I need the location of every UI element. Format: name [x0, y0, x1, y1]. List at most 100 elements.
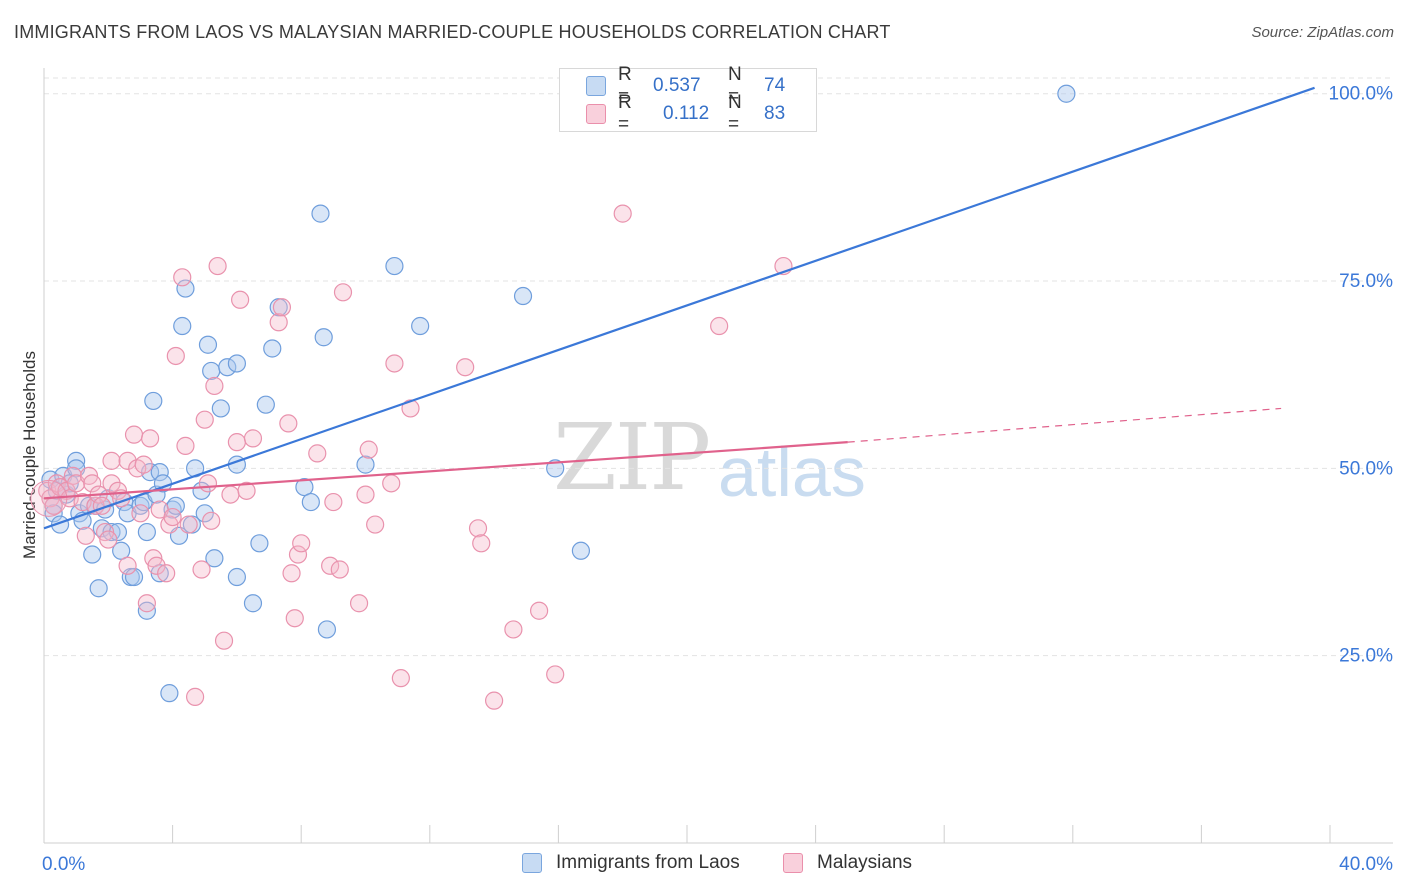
data-point-malaysians [195, 410, 214, 429]
data-point-laos [311, 204, 330, 223]
data-point-malaysians [385, 354, 404, 373]
data-point-malaysians [546, 665, 565, 684]
legend-n-label: N = [728, 64, 742, 107]
data-point-malaysians [237, 481, 256, 500]
legend-n-value: 83 [764, 103, 786, 124]
data-point-laos [227, 354, 246, 373]
data-point-malaysians [214, 631, 234, 650]
data-point-malaysians [710, 316, 729, 336]
legend-swatch-malaysians [783, 853, 803, 873]
data-point-malaysians [468, 519, 488, 538]
data-point-laos [137, 601, 156, 620]
data-point-malaysians [366, 515, 385, 534]
correlation-legend: R = 0.537 N = 74 R = 0.112 N = 83 [559, 64, 817, 135]
data-point-laos [356, 455, 375, 474]
y-tick-label: 50.0% [1339, 458, 1393, 479]
data-point-malaysians [401, 399, 420, 418]
x-tick-label-max: 40.0% [1339, 854, 1393, 875]
data-point-laos [176, 279, 195, 298]
data-point-malaysians [163, 507, 182, 527]
data-point-malaysians [288, 545, 308, 564]
axes [43, 68, 1393, 844]
data-point-malaysians [186, 687, 205, 706]
data-point-malaysians [333, 283, 353, 302]
legend-n-label: N = [728, 92, 742, 135]
data-point-malaysians [179, 515, 198, 534]
data-point-malaysians [76, 526, 95, 545]
data-point-laos [108, 522, 128, 542]
data-point-laos [67, 451, 86, 470]
data-point-malaysians [157, 564, 176, 583]
data-point-malaysians [131, 504, 150, 523]
data-point-malaysians [208, 256, 227, 276]
y-tick-label: 100.0% [1329, 84, 1394, 105]
data-point-laos [263, 339, 282, 358]
trend-line-malaysians [43, 441, 848, 500]
data-point-laos [385, 256, 404, 276]
data-point-malaysians [102, 474, 121, 493]
source-label: Source: ZipAtlas.com [1251, 24, 1394, 41]
data-point-laos [250, 534, 269, 553]
data-point-malaysians [485, 691, 504, 710]
data-point-laos [112, 541, 131, 560]
legend-item-laos: Immigrants from Laos [522, 852, 740, 874]
y-tick-label: 25.0% [1339, 646, 1393, 667]
data-point-malaysians [269, 313, 288, 332]
legend-item-malaysians: Malaysians [783, 852, 912, 874]
data-point-malaysians [118, 556, 137, 575]
data-point-laos [227, 567, 246, 587]
legend-swatch-laos [522, 853, 542, 873]
data-point-laos [295, 477, 314, 497]
grid-lines [44, 77, 1393, 657]
legend-swatch-laos [586, 76, 606, 96]
trend-line-malaysians-extension [847, 407, 1282, 443]
data-point-malaysians [176, 436, 195, 455]
data-point-laos [137, 522, 156, 542]
data-point-malaysians [279, 414, 298, 433]
data-point-malaysians [272, 298, 292, 317]
data-point-laos [256, 395, 275, 414]
data-point-malaysians [308, 444, 327, 463]
data-point-malaysians [530, 601, 549, 620]
data-point-malaysians [205, 376, 224, 396]
data-point-laos [571, 541, 591, 560]
data-point-laos [317, 620, 337, 639]
series-laos-points [41, 84, 1076, 703]
data-point-laos [195, 504, 214, 523]
data-point-malaysians [456, 358, 475, 377]
tick-labels: 25.0% 50.0% 75.0% 100.0% 0.0% 40.0% [42, 84, 1393, 875]
data-point-laos [546, 459, 565, 478]
data-point-malaysians [391, 669, 410, 688]
data-point-malaysians [192, 560, 211, 579]
data-point-malaysians [124, 425, 144, 444]
data-point-laos [173, 316, 192, 336]
data-point-malaysians [147, 556, 166, 575]
data-point-malaysians [356, 485, 375, 504]
trend-lines [43, 86, 1315, 530]
data-point-malaysians [285, 609, 304, 628]
data-point-malaysians [102, 451, 121, 470]
data-point-laos [211, 399, 230, 418]
data-point-malaysians [202, 511, 221, 530]
data-point-laos [144, 391, 163, 411]
data-point-laos [124, 567, 144, 587]
data-point-laos [205, 549, 224, 568]
data-point-laos [513, 286, 533, 306]
data-point-laos [218, 358, 237, 377]
data-point-malaysians [504, 620, 523, 639]
data-point-laos [83, 545, 102, 564]
data-point-malaysians [349, 594, 369, 613]
data-point-malaysians [227, 433, 246, 452]
data-point-malaysians [99, 530, 118, 549]
data-point-malaysians [198, 474, 218, 493]
data-point-laos [1057, 84, 1076, 103]
data-point-laos [44, 504, 63, 523]
data-point-malaysians [382, 474, 401, 493]
data-point-malaysians [140, 429, 160, 448]
data-point-laos [411, 316, 430, 336]
data-point-malaysians [173, 268, 192, 287]
data-point-malaysians [613, 204, 632, 223]
legend-label-laos: Immigrants from Laos [556, 852, 740, 873]
data-point-laos [202, 361, 221, 381]
legend-label-malaysians: Malaysians [817, 852, 913, 873]
